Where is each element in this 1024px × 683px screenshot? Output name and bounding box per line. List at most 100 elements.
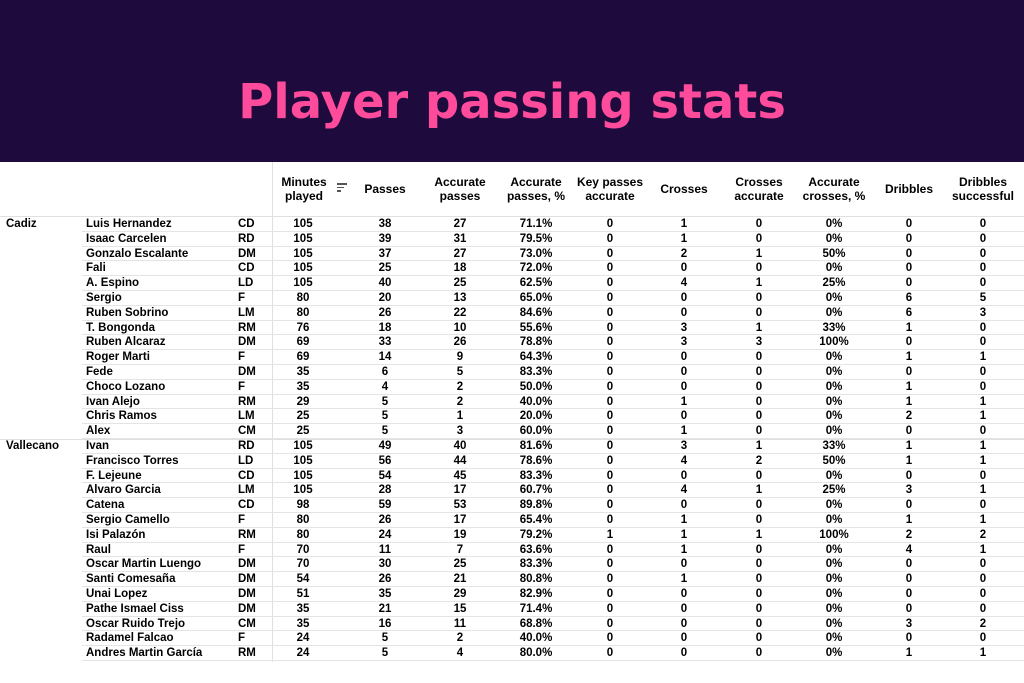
player-position: RM	[238, 528, 256, 541]
stat-cell: 53	[453, 499, 467, 512]
table-row[interactable]: Santi Comesaña DM 54 26 21 80.8% 0 1 0 0% 0 0	[0, 572, 1024, 587]
stat-cell: 33	[378, 336, 392, 349]
stat-cell: 2	[456, 632, 464, 645]
table-row[interactable]: Chris Ramos LM 25 5 1 20.0% 0 0 0 0% 2 1	[0, 409, 1024, 425]
player-name: Chris Ramos	[86, 410, 157, 423]
table-row[interactable]: Gonzalo Escalante DM 105 37 27 73.0% 0 2 1 50% 0 0	[0, 247, 1024, 262]
table-row[interactable]: Isaac Carcelen RD 105 39 31 79.5% 0 1 0 0% 0 0	[0, 232, 1024, 247]
table-row[interactable]: T. Bongonda RM 76 18 10 55.6% 0 3 1 33% 1 0	[0, 321, 1024, 336]
table-row[interactable]: Sergio Camello F 80 26 17 65.4% 0 1 0 0% 1 1	[0, 513, 1024, 528]
stat-cell: 0	[606, 292, 614, 304]
stat-cell: 44	[453, 454, 467, 467]
stat-cell: 63.6%	[519, 543, 553, 556]
stat-cell: 5	[381, 632, 389, 645]
stat-cell: 6	[905, 306, 913, 319]
stat-cell: 1	[905, 647, 913, 660]
stat-cell: 100%	[819, 528, 849, 541]
column-header[interactable]: Dribbles successful	[951, 175, 1015, 203]
table-row[interactable]: Roger Marti F 69 14 9 64.3% 0 0 0 0% 1 1	[0, 350, 1024, 365]
table-row[interactable]: Radamel Falcao F 24 5 2 40.0% 0 0 0 0% 0 0	[0, 631, 1024, 647]
table-row[interactable]: Pathe Ismael Ciss DM 35 21 15 71.4% 0 0 0 0% 0 0	[0, 602, 1024, 617]
stat-cell: 0	[606, 647, 614, 660]
player-position: F	[238, 543, 246, 556]
row-divider	[82, 349, 1024, 351]
table-row[interactable]: Isi Palazón RM 80 24 19 79.2% 1 1 1 100% 2 2	[0, 528, 1024, 543]
stat-cell: 16	[378, 617, 392, 630]
sort-descending-icon[interactable]	[337, 182, 347, 194]
stat-cell: 80	[296, 292, 310, 304]
stat-cell: 0	[606, 440, 614, 452]
stat-cell: 0%	[825, 558, 843, 571]
player-name: Andres Martin García	[86, 647, 203, 660]
table-row[interactable]: Andres Martin García RM 24 5 4 80.0% 0 0 0 0% 1 1	[0, 646, 1024, 661]
table-row[interactable]: Alvaro Garcia LM 105 28 17 60.7% 0 4 1 25% 3 1	[0, 483, 1024, 499]
stat-cell: 0	[979, 232, 987, 245]
player-position: RM	[238, 395, 256, 408]
stat-cell: 0	[680, 499, 688, 512]
table-row[interactable]: A. Espino LD 105 40 25 62.5% 0 4 1 25% 0 0	[0, 276, 1024, 291]
stat-cell: 2	[680, 247, 688, 260]
stat-cell: 0%	[825, 351, 843, 364]
column-header[interactable]: Crosses	[660, 182, 708, 196]
stat-cell: 0	[606, 277, 614, 290]
table-row[interactable]: Oscar Ruido Trejo CM 35 16 11 68.8% 0 0 0 0% 3 2	[0, 617, 1024, 632]
stat-cell: 1	[979, 395, 987, 408]
stat-cell: 80	[296, 528, 310, 541]
stat-cell: 76	[296, 321, 310, 334]
stat-cell: 105	[293, 262, 313, 275]
stat-cell: 3	[680, 440, 688, 452]
stat-cell: 0%	[825, 469, 843, 482]
stat-cell: 0	[979, 218, 987, 230]
column-header[interactable]: Accurate passes, %	[506, 175, 566, 203]
table-row[interactable]: Choco Lozano F 35 4 2 50.0% 0 0 0 0% 1 0	[0, 380, 1024, 395]
table-row[interactable]: Luis Hernandez CD 105 38 27 71.1% 0 1 0 0% 0 0	[0, 217, 1024, 232]
player-name: T. Bongonda	[86, 321, 155, 334]
stat-cell: 1	[979, 351, 987, 364]
column-header[interactable]: Key passes accurate	[576, 175, 644, 203]
stat-cell: 0	[680, 647, 688, 660]
stat-cell: 5	[381, 425, 389, 438]
table-row[interactable]: Ivan RD 105 49 40 81.6% 0 3 1 33% 1 1	[0, 439, 1024, 454]
stat-cell: 3	[456, 425, 464, 438]
player-name: Choco Lozano	[86, 380, 166, 393]
player-name: Francisco Torres	[86, 454, 179, 467]
column-header[interactable]: Dribbles	[884, 182, 933, 196]
stat-cell: 7	[456, 543, 464, 556]
column-header[interactable]: Accurate passes	[434, 175, 486, 203]
column-header[interactable]: Passes	[364, 182, 406, 196]
table-row[interactable]: Francisco Torres LD 105 56 44 78.6% 0 4 2 50% 1 1	[0, 454, 1024, 469]
stat-cell: 84.6%	[519, 306, 553, 319]
stat-cell: 20.0%	[519, 410, 553, 423]
column-header[interactable]: Accurate crosses, %	[802, 175, 866, 203]
table-row[interactable]: F. Lejeune CD 105 54 45 83.3% 0 0 0 0% 0 0	[0, 469, 1024, 484]
table-row[interactable]: Fede DM 35 6 5 83.3% 0 0 0 0% 0 0	[0, 365, 1024, 380]
stat-cell: 3	[905, 484, 913, 497]
table-row[interactable]: Ruben Sobrino LM 80 26 22 84.6% 0 0 0 0% 6 3	[0, 306, 1024, 321]
column-header[interactable]: Minutes played	[281, 175, 327, 203]
stat-cell: 2	[456, 380, 464, 393]
stat-cell: 0	[606, 573, 614, 586]
table-row[interactable]: Unai Lopez DM 51 35 29 82.9% 0 0 0 0% 0 0	[0, 587, 1024, 602]
table-row[interactable]: Alex CM 25 5 3 60.0% 0 1 0 0% 0 0	[0, 424, 1024, 439]
stat-cell: 59	[378, 499, 392, 512]
stat-cell: 1	[680, 573, 688, 586]
stat-cell: 37	[378, 247, 392, 260]
stat-cell: 0	[755, 395, 763, 408]
table-row[interactable]: Fali CD 105 25 18 72.0% 0 0 0 0% 0 0	[0, 261, 1024, 277]
stat-cell: 0	[606, 499, 614, 512]
stat-cell: 0	[680, 632, 688, 645]
table-row[interactable]: Raul F 70 11 7 63.6% 0 1 0 0% 4 1	[0, 543, 1024, 558]
table-row[interactable]: Catena CD 98 59 53 89.8% 0 0 0 0% 0 0	[0, 498, 1024, 513]
table-row[interactable]: Sergio F 80 20 13 65.0% 0 0 0 0% 6 5	[0, 291, 1024, 306]
column-header[interactable]: Crosses accurate	[734, 175, 784, 203]
table-row[interactable]: Oscar Martin Luengo DM 70 30 25 83.3% 0 0 0 0% 0 0	[0, 557, 1024, 573]
stat-cell: 0	[905, 336, 913, 349]
stat-cell: 0	[979, 573, 987, 586]
stat-cell: 49	[378, 440, 392, 452]
table-row[interactable]: Ruben Alcaraz DM 69 33 26 78.8% 0 3 3 100% 0 0	[0, 335, 1024, 351]
row-divider	[82, 452, 1024, 454]
stat-cell: 25	[453, 558, 467, 571]
stat-cell: 26	[378, 306, 392, 319]
header-divider	[0, 216, 1024, 217]
table-row[interactable]: Ivan Alejo RM 29 5 2 40.0% 0 1 0 0% 1 1	[0, 395, 1024, 410]
